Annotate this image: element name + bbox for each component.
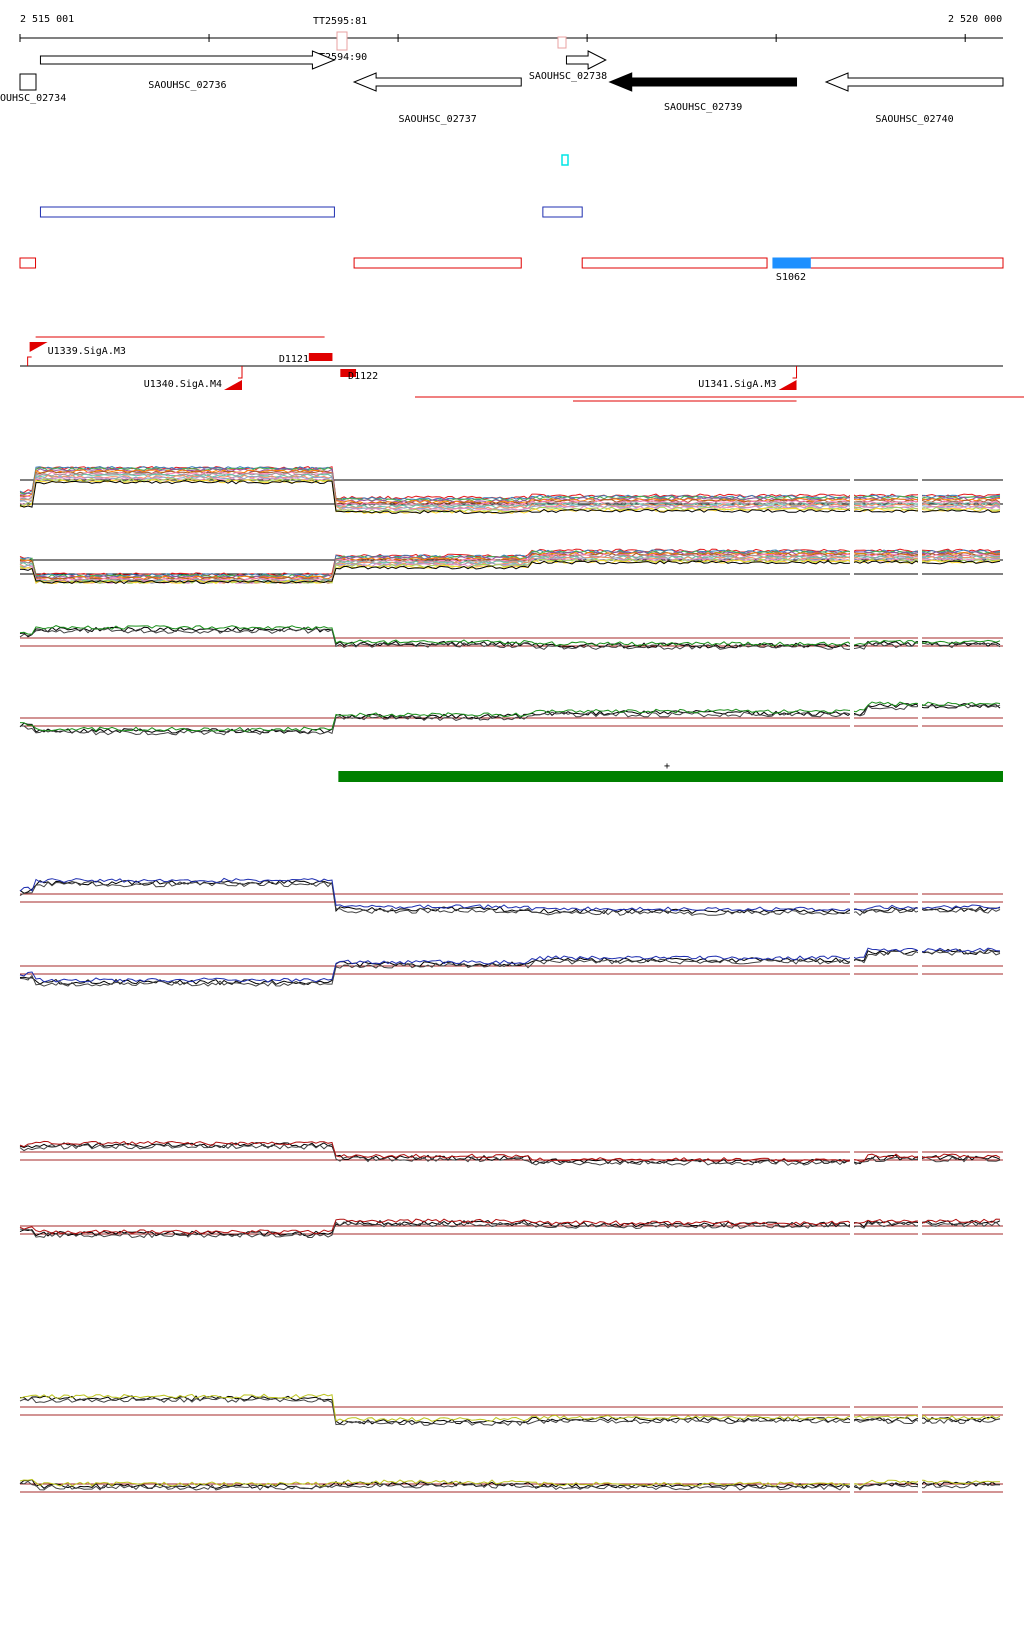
tu-arrowhead[interactable]: [778, 380, 797, 390]
gap-mask: [850, 620, 854, 664]
gene-arrow[interactable]: [824, 72, 1004, 92]
signal-line: [19, 1393, 1001, 1422]
tu-arrowhead[interactable]: [29, 342, 48, 352]
feature-box-blue[interactable]: [542, 206, 583, 218]
gene-label: SAOUHSC_02740: [875, 114, 953, 125]
feature-box-filled[interactable]: [772, 257, 811, 269]
signal-line: [19, 469, 1001, 504]
signal-line: [19, 881, 1001, 916]
signal-line: [19, 560, 1001, 585]
signal-line: [19, 1478, 1000, 1487]
gap-mask: [850, 700, 854, 744]
signal-line: [19, 1143, 1001, 1166]
feature-track-red: S1062: [19, 257, 1004, 283]
gap-mask: [918, 544, 922, 586]
gap-mask: [918, 1208, 922, 1252]
downshift-block[interactable]: [340, 369, 357, 377]
signal-line: [19, 950, 1001, 987]
feature-box-cyan[interactable]: [561, 154, 569, 166]
gene-label: SAOUHSC_02738: [529, 71, 607, 82]
signal-line: [19, 558, 1001, 584]
feature-track-cyan: [561, 154, 569, 166]
gene-track: OUHSC_02734 SAOUHSC_02736 SAOUHSC_02737 SAO…: [0, 50, 1004, 125]
downshift-label: D1121: [279, 354, 309, 365]
gap-mask: [850, 544, 854, 586]
condition-bar-fill[interactable]: [338, 771, 1003, 782]
gap-mask: [918, 1134, 922, 1178]
gap-mask: [918, 946, 922, 994]
signal-line: [19, 1479, 1001, 1490]
signal-line: [19, 626, 1001, 649]
feature-label-filled: S1062: [776, 272, 806, 283]
signal-line: [19, 701, 1001, 732]
gene-arrow[interactable]: [565, 50, 607, 70]
tu-promoter: [238, 366, 243, 379]
gap-mask: [918, 700, 922, 744]
gene-label: SAOUHSC_02736: [148, 80, 226, 91]
gene-label: OUHSC_02734: [0, 93, 66, 104]
signal-line: [19, 474, 1001, 510]
signal-tracks: [19, 464, 1003, 1512]
tu-label: U1339.SigA.M3: [48, 346, 126, 357]
bar-marker: +: [664, 761, 670, 772]
terminator-label-top: TT2595:81: [313, 16, 367, 27]
feature-box-blue[interactable]: [39, 206, 335, 218]
gap-mask: [918, 620, 922, 664]
tu-arrowhead[interactable]: [224, 380, 243, 390]
transcription-unit-track: U1339.SigA.M3 U1340.SigA.M4 U1341.SigA.M3 D…: [20, 336, 1024, 402]
feature-box-red[interactable]: [805, 257, 1004, 269]
ruler-start-label: 2 515 001: [20, 14, 74, 25]
ruler-end-label: 2 520 000: [948, 14, 1002, 25]
downshift-block[interactable]: [308, 353, 333, 361]
feature-track-blue: [39, 206, 583, 218]
signal-line: [20, 552, 1001, 581]
signal-line: [19, 480, 1001, 514]
signal-line: [19, 877, 1001, 912]
gap-mask: [850, 1134, 854, 1178]
gap-mask: [918, 464, 922, 516]
tu-promoter: [27, 356, 32, 366]
gap-mask: [850, 1464, 854, 1512]
signal-line: [20, 704, 1001, 736]
feature-box-red[interactable]: [353, 257, 522, 269]
downshift-label: D1122: [348, 371, 378, 382]
condition-bar: +: [338, 761, 1003, 782]
signal-line: [19, 1140, 1001, 1163]
terminator-marker-2[interactable]: [557, 36, 567, 49]
tu-promoter: [792, 366, 798, 379]
signal-line: [19, 1397, 1001, 1427]
coordinate-ruler: 2 515 001 2 520 000 TT2595:81 TT2594:90: [19, 14, 1003, 63]
gap-mask: [850, 1208, 854, 1252]
feature-box-red[interactable]: [581, 257, 768, 269]
gene-arrow[interactable]: [39, 50, 336, 70]
signal-line: [19, 467, 1001, 502]
gene-label: SAOUHSC_02737: [399, 114, 477, 125]
signal-line: [19, 1480, 1001, 1491]
gene-label: SAOUHSC_02739: [664, 102, 742, 113]
gene-arrow[interactable]: [352, 72, 522, 92]
gap-mask: [918, 1386, 922, 1436]
gap-mask: [918, 872, 922, 924]
signal-line: [19, 625, 1001, 647]
gap-mask: [850, 946, 854, 994]
ruler-ticks: [19, 34, 966, 42]
gap-mask: [850, 464, 854, 516]
terminator-marker[interactable]: [336, 31, 348, 51]
signal-line: [19, 879, 1001, 915]
signal-line: [19, 703, 1001, 735]
gene-box[interactable]: [19, 73, 37, 91]
signal-line: [19, 947, 1001, 983]
gap-mask: [850, 1386, 854, 1436]
tu-label: U1340.SigA.M4: [144, 379, 222, 390]
signal-line: [19, 1218, 1001, 1235]
gap-mask: [918, 1464, 922, 1512]
gene-arrow[interactable]: [608, 72, 798, 92]
gap-mask: [850, 872, 854, 924]
tu-label: U1341.SigA.M3: [698, 379, 776, 390]
feature-box-red[interactable]: [19, 257, 37, 269]
terminator-label-bottom: TT2594:90: [313, 52, 367, 63]
